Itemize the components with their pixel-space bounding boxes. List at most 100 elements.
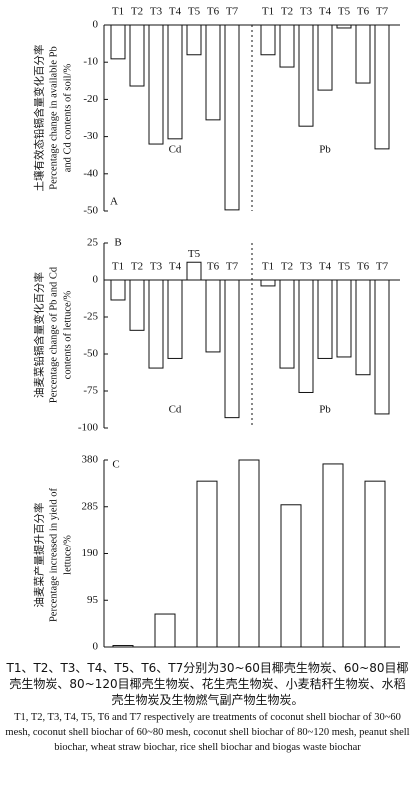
x-tick-label: T4 xyxy=(169,261,182,273)
group-label: Pb xyxy=(319,144,331,156)
x-tick-label: T7 xyxy=(226,261,239,273)
y-tick-label: 0 xyxy=(93,19,99,31)
y-tick-label: -40 xyxy=(83,167,98,179)
x-tick-label: T2 xyxy=(281,6,293,18)
bar xyxy=(336,24,352,29)
bar xyxy=(154,613,176,648)
x-tick-label: T3 xyxy=(300,6,313,18)
x-tick-label: T3 xyxy=(150,6,163,18)
x-tick-label: T5 xyxy=(338,6,351,18)
x-tick-label: T4 xyxy=(169,6,182,18)
x-tick-label: T7 xyxy=(226,6,239,18)
x-tick-label: T1 xyxy=(262,6,274,18)
bar xyxy=(129,279,145,331)
bar xyxy=(374,279,390,415)
bar xyxy=(364,480,386,648)
bar xyxy=(167,24,183,140)
bar xyxy=(224,24,240,211)
y-axis-label: Percentage change in available Pb xyxy=(48,46,59,189)
x-tick-label: T3 xyxy=(300,261,313,273)
bar xyxy=(298,279,314,393)
x-tick-label: T2 xyxy=(281,261,293,273)
y-axis-label: and Cd contents of soil/% xyxy=(62,64,73,173)
y-axis-label: Percentage increased in yield of xyxy=(48,487,59,622)
x-tick-label: T4 xyxy=(319,261,332,273)
x-tick-label: T1 xyxy=(112,6,124,18)
x-tick-label: T2 xyxy=(131,6,143,18)
bar xyxy=(279,24,295,68)
x-tick-label: T7 xyxy=(376,261,389,273)
bar xyxy=(317,279,333,359)
bar xyxy=(205,24,221,121)
bar xyxy=(280,504,302,648)
y-tick-label: -50 xyxy=(83,205,98,217)
x-tick-label: T5 xyxy=(188,248,201,260)
x-tick-label: T5 xyxy=(338,261,351,273)
caption: T1、T2、T3、T4、T5、T6、T7分别为30~60目椰壳生物炭、60~80… xyxy=(5,660,410,755)
x-tick-label: T6 xyxy=(357,261,370,273)
group-label: Cd xyxy=(169,404,182,416)
y-tick-label: -25 xyxy=(83,311,98,323)
bar xyxy=(317,24,333,91)
y-tick-label: 285 xyxy=(82,500,99,512)
bar xyxy=(298,24,314,127)
bar xyxy=(196,480,218,648)
caption-en: T1, T2, T3, T4, T5, T6 and T7 respective… xyxy=(5,712,410,753)
bar xyxy=(238,459,260,648)
y-tick-label: -50 xyxy=(83,348,98,360)
panel-label: B xyxy=(114,237,121,249)
x-tick-label: T2 xyxy=(131,261,143,273)
bar xyxy=(167,279,183,359)
y-tick-label: -30 xyxy=(83,130,98,142)
y-tick-label: 95 xyxy=(87,594,99,606)
y-tick-label: 0 xyxy=(93,641,99,653)
bar xyxy=(355,279,371,376)
bar xyxy=(322,463,344,648)
panel-label: A xyxy=(110,196,118,208)
bar xyxy=(224,279,240,419)
y-tick-label: 25 xyxy=(87,237,99,249)
x-tick-label: T6 xyxy=(357,6,370,18)
group-label: Pb xyxy=(319,404,331,416)
y-axis-label: Percentage change of Pb and Cd xyxy=(48,266,59,403)
bar xyxy=(355,24,371,84)
y-axis-label: 土壤有效态铅镉含量变化百分率 xyxy=(32,45,45,192)
bar xyxy=(205,279,221,353)
bar xyxy=(186,261,202,281)
x-tick-label: T7 xyxy=(376,6,389,18)
bar xyxy=(112,645,134,648)
x-tick-label: T6 xyxy=(207,6,220,18)
bar xyxy=(110,279,126,301)
y-tick-label: 0 xyxy=(93,274,99,286)
bar xyxy=(110,24,126,60)
bar xyxy=(148,279,164,369)
y-tick-label: -10 xyxy=(83,56,98,68)
y-tick-label: -75 xyxy=(83,385,98,397)
bar xyxy=(279,279,295,369)
group-label: Cd xyxy=(169,144,182,156)
y-tick-label: 190 xyxy=(82,547,99,559)
y-axis-label: lettuce/% xyxy=(62,535,73,575)
x-tick-label: T6 xyxy=(207,261,220,273)
panel-label: C xyxy=(112,459,119,471)
caption-zh: T1、T2、T3、T4、T5、T6、T7分别为30~60目椰壳生物炭、60~80… xyxy=(6,661,409,707)
bar xyxy=(374,24,390,150)
bar xyxy=(148,24,164,145)
bar xyxy=(260,24,276,56)
x-tick-label: T1 xyxy=(262,261,274,273)
x-tick-label: T5 xyxy=(188,6,201,18)
y-axis-label: 油麦菜产量提升百分率 xyxy=(32,503,45,608)
y-axis-label: contents of lettuce/% xyxy=(62,290,73,379)
bar xyxy=(129,24,145,87)
bar xyxy=(336,279,352,358)
x-tick-label: T4 xyxy=(319,6,332,18)
x-tick-label: T3 xyxy=(150,261,163,273)
x-tick-label: T1 xyxy=(112,261,124,273)
y-axis-label: 油麦菜铅镉含量变化百分率 xyxy=(32,272,45,398)
bar xyxy=(186,24,202,56)
bar xyxy=(260,279,276,287)
y-tick-label: -100 xyxy=(78,422,99,434)
y-tick-label: 380 xyxy=(82,454,99,466)
